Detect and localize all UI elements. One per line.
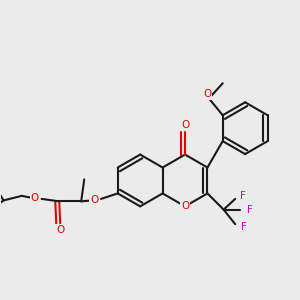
Text: O: O [31,193,39,203]
Text: O: O [181,120,189,130]
Text: O: O [56,225,64,235]
Text: F: F [247,205,253,214]
Text: F: F [241,222,247,232]
Text: O: O [90,195,98,206]
Text: O: O [181,201,189,212]
Text: O: O [203,89,211,99]
Text: F: F [240,191,246,202]
